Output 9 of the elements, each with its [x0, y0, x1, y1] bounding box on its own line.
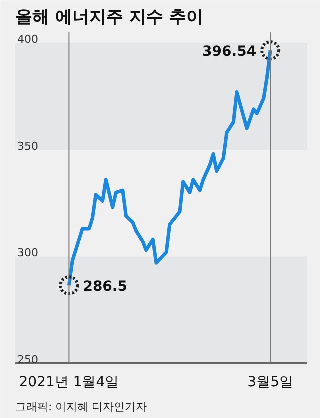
annotation: 286.5 [83, 279, 128, 296]
y-tick-label: 350 [18, 140, 38, 153]
annotation: 396.54 [202, 44, 257, 60]
y-tick-label: 300 [18, 246, 38, 260]
chart-title: 올해 에너지주 지수 추이 [16, 8, 204, 28]
y-tick-label: 400 [18, 33, 38, 46]
x-tick-label: 3월5일 [248, 374, 294, 390]
text: 그래픽: 이지혜 디자인기자 [16, 400, 148, 414]
x-tick-label: 2021년 1월4일 [19, 374, 120, 390]
